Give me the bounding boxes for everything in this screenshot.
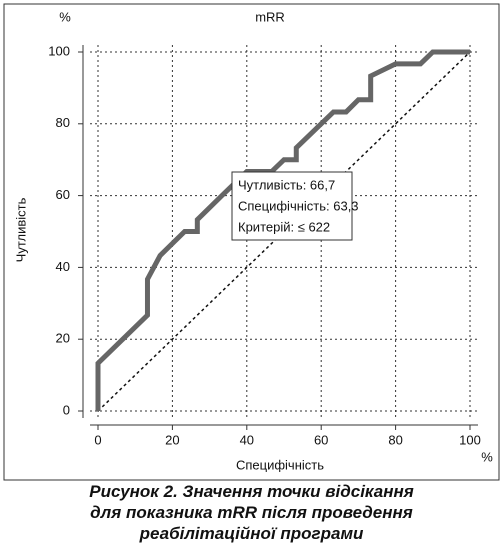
annotation-text: Чутливість: 66,7 xyxy=(238,177,335,192)
x-tick-label: 60 xyxy=(314,432,328,447)
x-axis-label: Специфічність xyxy=(236,457,324,472)
chart-title: mRR xyxy=(255,9,285,24)
y-axis-label: Чутливість xyxy=(13,197,28,262)
y-tick-label: 20 xyxy=(56,331,70,346)
caption-line: для показника mRR після проведення xyxy=(90,503,413,522)
chart: mRR % % Специфічність Чутливість 0 20 40 60… xyxy=(3,3,500,481)
x-tick-label: 80 xyxy=(388,432,402,447)
x-tick-label: 100 xyxy=(459,432,481,447)
x-unit: % xyxy=(481,449,493,464)
y-unit: % xyxy=(59,9,71,24)
caption-line: Рисунок 2. Значення точки відсікання xyxy=(89,482,414,501)
x-tick-label: 20 xyxy=(165,432,179,447)
x-tick-label: 0 xyxy=(94,432,101,447)
caption-line: реабілітаційної програми xyxy=(139,524,364,543)
annotation-text: Специфічність: 63,3 xyxy=(238,198,359,213)
annotation-box xyxy=(231,171,353,241)
roc-curve xyxy=(95,49,470,411)
annotation-text: Критерій: ≤ 622 xyxy=(238,219,330,234)
frame xyxy=(3,3,500,481)
y-tick-label: 80 xyxy=(56,115,70,130)
y-tick-label: 60 xyxy=(56,187,70,202)
y-tick-label: 100 xyxy=(48,43,70,58)
y-tick-label: 40 xyxy=(56,259,70,274)
x-tick-label: 40 xyxy=(240,432,254,447)
y-tick-label: 0 xyxy=(63,402,70,417)
